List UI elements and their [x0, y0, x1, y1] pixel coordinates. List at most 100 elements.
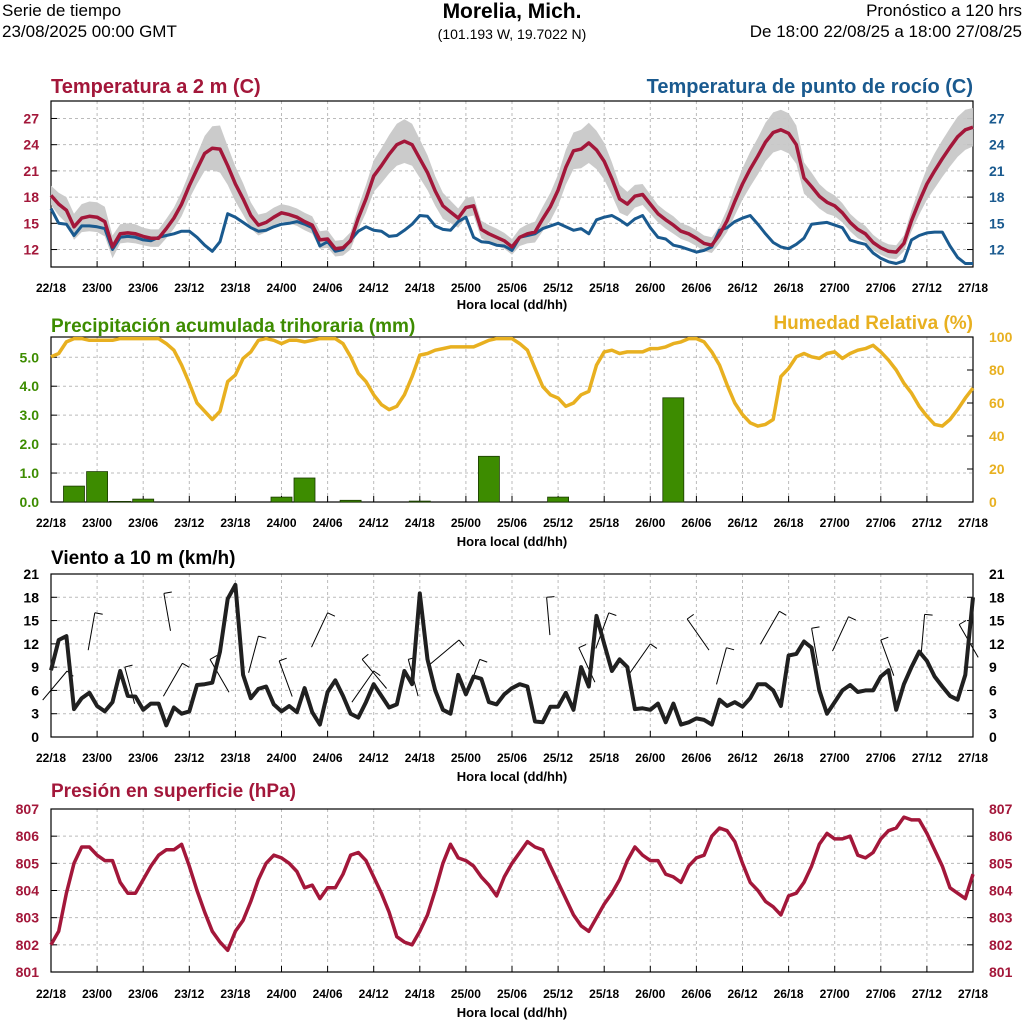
wind-barb [628, 643, 651, 676]
y-tick-label-right: 0 [989, 494, 997, 510]
x-tick-label: 26/18 [774, 987, 804, 1001]
y-tick-label-left: 6 [31, 682, 39, 698]
x-tick-label: 26/00 [635, 281, 665, 295]
x-tick-label: 26/18 [774, 751, 804, 765]
pressure-line [49, 815, 975, 953]
x-tick-label: 26/12 [727, 751, 757, 765]
x-tick-label: 25/00 [451, 987, 481, 1001]
y-tick-label-left: 24 [23, 137, 39, 153]
y-tick-label-right: 12 [989, 242, 1005, 258]
x-tick-label: 27/18 [958, 281, 988, 295]
y-tick-label-right: 0 [989, 729, 997, 745]
x-tick-label: 24/06 [313, 281, 343, 295]
precip-bar [86, 471, 108, 503]
y-tick-label-right: 6 [989, 682, 997, 698]
humidity-line [50, 336, 975, 428]
y-tick-label-right: 60 [989, 395, 1005, 411]
y-tick-label-right: 3 [989, 706, 997, 722]
x-tick-label: 26/06 [681, 281, 711, 295]
wind-title: Viento a 10 m (km/h) [51, 548, 235, 569]
y-tick-label-right: 21 [989, 566, 1005, 582]
y-tick-label-right: 803 [989, 910, 1013, 926]
x-tick-label: 26/06 [681, 751, 711, 765]
x-tick-label: 25/12 [543, 281, 573, 295]
x-tick-label: 25/18 [589, 516, 619, 530]
x-tick-label: 26/00 [635, 516, 665, 530]
y-tick-label-right: 27 [989, 110, 1005, 126]
x-tick-label: 24/18 [405, 987, 435, 1001]
y-tick-label-left: 27 [23, 110, 39, 126]
x-tick-label: 22/18 [36, 516, 66, 530]
x-tick-label: 23/00 [82, 987, 112, 1001]
x-tick-label: 27/18 [958, 987, 988, 1001]
wind-barb [546, 597, 551, 636]
wind-barb [162, 663, 183, 697]
x-tick-label: 23/06 [128, 987, 158, 1001]
wind-barb [248, 635, 259, 673]
wind-barb [924, 613, 933, 616]
wind-barb [578, 647, 596, 683]
series-type-label: Serie de tiempo [2, 1, 122, 20]
temperature-line [49, 125, 974, 254]
wind-barb [716, 647, 727, 685]
wind-barb [429, 639, 460, 665]
x-tick-label: 24/12 [359, 987, 389, 1001]
wind-barb [880, 636, 889, 641]
x-tick-label: 26/18 [774, 516, 804, 530]
wind-barb [686, 613, 694, 620]
precip-bar [547, 496, 569, 503]
wind-barb [686, 618, 710, 651]
wind-barb [759, 611, 780, 645]
run-datetime-label: 23/08/2025 00:00 GMT [2, 22, 177, 41]
y-tick-label-left: 21 [23, 163, 39, 179]
y-tick-label-right: 802 [989, 937, 1013, 953]
wind-barb [958, 620, 967, 625]
x-tick-label: 23/12 [174, 751, 204, 765]
x-tick-label: 24/06 [313, 751, 343, 765]
precip-bar [408, 500, 431, 503]
x-tick-label: 23/12 [174, 516, 204, 530]
x-tick-label: 24/00 [266, 987, 296, 1001]
x-tick-label: 23/00 [82, 281, 112, 295]
x-tick-label: 24/12 [359, 516, 389, 530]
dewpoint-title: Temperatura de punto de rocío (C) [647, 76, 973, 98]
y-tick-label-right: 807 [989, 801, 1013, 817]
y-tick-label-left: 21 [23, 566, 39, 582]
x-tick-label: 24/00 [266, 281, 296, 295]
wind-barb [479, 658, 488, 663]
x-tick-label: 23/06 [128, 516, 158, 530]
y-tick-label-right: 12 [989, 636, 1005, 652]
x-tick-label: 25/00 [451, 516, 481, 530]
y-tick-label-left: 18 [23, 189, 39, 205]
x-tick-label: 25/00 [451, 281, 481, 295]
x-tick-label: 23/18 [220, 281, 250, 295]
y-tick-label-left: 3.0 [20, 407, 40, 423]
wind-barb [182, 662, 190, 668]
y-tick-label-left: 12 [23, 242, 39, 258]
location-title: Morelia, Mich. [442, 0, 582, 23]
y-tick-label-left: 2.0 [20, 436, 40, 452]
wind-barb [811, 626, 820, 629]
wind-barb [811, 628, 819, 666]
header-left: Serie de tiempo 23/08/2025 00:00 GMT [2, 0, 177, 42]
x-tick-label: 24/12 [359, 281, 389, 295]
y-tick-label-right: 805 [989, 855, 1013, 871]
y-tick-label-right: 9 [989, 659, 997, 675]
x-tick-label: 26/00 [635, 751, 665, 765]
x-tick-label: 27/06 [866, 516, 896, 530]
wind-barb [258, 635, 267, 639]
pressure-panel: 801 802 803 804 805 806 807 801 802 803 804 805 806 8… [16, 781, 1013, 1020]
x-tick-label: 26/12 [727, 281, 757, 295]
y-tick-label-left: 0.0 [20, 494, 40, 510]
wind-barb [163, 593, 171, 631]
wind-barb [163, 591, 172, 594]
wind-barb [650, 643, 658, 649]
x-tick-label: 27/12 [912, 751, 942, 765]
y-tick-label-left: 15 [23, 613, 39, 629]
x-tick-label: 25/00 [451, 751, 481, 765]
x-tick-label: 25/06 [497, 751, 527, 765]
x-tick-label: 24/00 [266, 751, 296, 765]
x-tick-label: 26/06 [681, 987, 711, 1001]
wind-barb [578, 643, 587, 649]
